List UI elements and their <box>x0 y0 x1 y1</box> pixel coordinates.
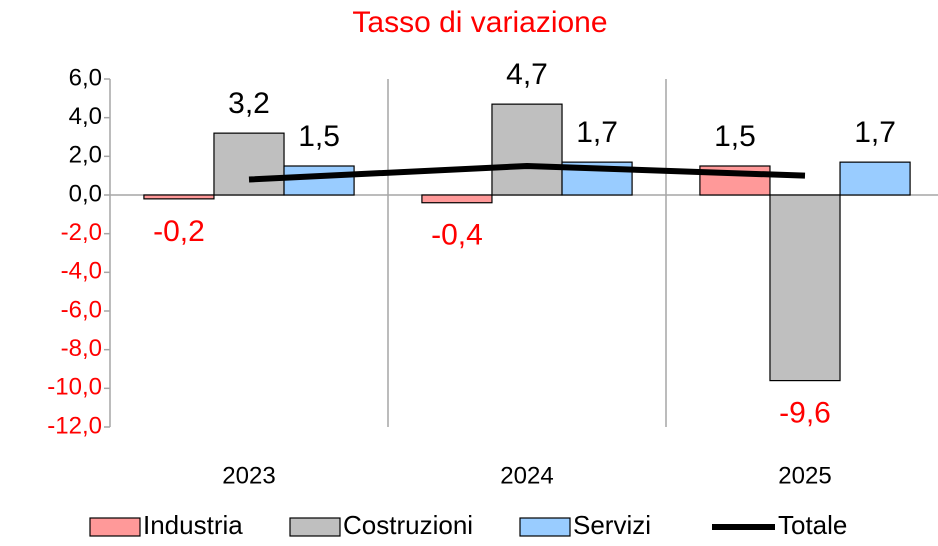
data-label: -0,4 <box>431 219 483 252</box>
data-label: 3,2 <box>228 87 270 120</box>
bar <box>699 165 771 196</box>
legend-swatch <box>289 517 341 537</box>
y-tick-label: -4,0 <box>61 258 102 285</box>
y-tick-label: -10,0 <box>47 374 102 401</box>
chart-title: Tasso di variazione <box>352 6 607 39</box>
y-tick-label: 4,0 <box>69 103 102 130</box>
data-label: 1,5 <box>298 120 340 153</box>
bar <box>421 194 493 204</box>
y-tick-label: -6,0 <box>61 296 102 323</box>
legend-swatch <box>519 517 571 537</box>
y-tick-label: 6,0 <box>69 64 102 91</box>
legend-label: Totale <box>778 510 847 540</box>
x-tick-label: 2023 <box>222 462 275 489</box>
x-tick-label: 2024 <box>500 462 553 489</box>
y-tick-label: -12,0 <box>47 412 102 439</box>
data-label: -0,2 <box>153 215 205 248</box>
bar <box>491 103 563 196</box>
data-label: 1,7 <box>576 116 618 149</box>
bar <box>839 161 911 196</box>
y-tick-label: 0,0 <box>69 180 102 207</box>
data-label: 1,5 <box>714 120 756 153</box>
bar <box>283 165 355 196</box>
y-tick-label: -2,0 <box>61 219 102 246</box>
data-label: -9,6 <box>779 397 831 430</box>
legend-label: Industria <box>143 510 243 540</box>
x-tick-label: 2025 <box>778 462 831 489</box>
legend-swatch <box>89 517 141 537</box>
y-tick-label: -8,0 <box>61 335 102 362</box>
legend-label: Servizi <box>573 510 651 540</box>
line <box>248 162 806 183</box>
data-label: 1,7 <box>854 116 896 149</box>
bar <box>213 132 285 196</box>
y-tick-label: 2,0 <box>69 142 102 169</box>
bar <box>769 194 841 382</box>
legend-label: Costruzioni <box>343 510 473 540</box>
bar <box>143 194 215 200</box>
data-label: 4,7 <box>506 58 548 91</box>
